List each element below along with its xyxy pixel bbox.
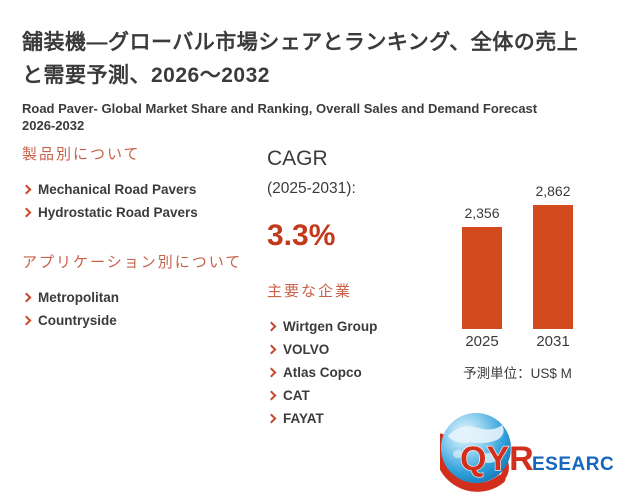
products-section-heading: 製品別について [22, 146, 141, 163]
application-item-label: Metropolitan [38, 290, 119, 305]
cagr-value: 3.3% [267, 219, 336, 252]
list-item: VOLVO [266, 338, 442, 361]
list-item: Atlas Copco [266, 361, 442, 384]
middle-column: CAGR (2025-2031): 3.3% 主要な企業 Wirtgen Gro… [266, 146, 442, 430]
bar-2025 [462, 227, 502, 329]
logo-text-blue: ESEARCH [532, 454, 615, 475]
left-column: 製品別について Mechanical Road Pavers Hydrostat… [21, 146, 252, 332]
product-item-label: Hydrostatic Road Pavers [38, 205, 198, 220]
title-jp-line1: 舗装機—グローバル市場シェアとランキング、全体の売上 [22, 31, 579, 54]
products-list: Mechanical Road Pavers Hydrostatic Road … [21, 178, 252, 224]
chart-x-axis: 2025 2031 [435, 333, 600, 351]
company-item-label: VOLVO [283, 342, 330, 357]
cagr-label: CAGR [267, 147, 328, 170]
globe-icon: QYR ESEARCH [440, 413, 615, 492]
list-item: Hydrostatic Road Pavers [21, 201, 252, 224]
bar-2031 [533, 205, 573, 329]
bullet-chevron-icon [266, 367, 277, 378]
companies-list: Wirtgen Group VOLVO Atlas Copco CAT FAYA… [266, 315, 442, 430]
page-title-english: Road Paver- Global Market Share and Rank… [22, 100, 612, 134]
chart-plot-area: 2,356 2,862 [435, 180, 600, 329]
bar-value-label: 2,356 [464, 205, 500, 221]
bullet-chevron-icon [21, 207, 32, 218]
list-item: Mechanical Road Pavers [21, 178, 252, 201]
company-item-label: CAT [283, 388, 310, 403]
bar-value-label: 2,862 [535, 183, 571, 199]
bullet-chevron-icon [21, 184, 32, 195]
list-item: Countryside [21, 309, 252, 332]
title-en-line1: Road Paver- Global Market Share and Rank… [22, 101, 538, 116]
x-axis-tick-label: 2025 [465, 333, 499, 350]
bar-group-2031: 2,862 [533, 183, 573, 329]
applications-list: Metropolitan Countryside [21, 286, 252, 332]
qyresearch-logo: QYR ESEARCH [440, 404, 615, 492]
list-item: FAYAT [266, 407, 442, 430]
applications-section-heading: アプリケーション別について [22, 254, 243, 271]
list-item: CAT [266, 384, 442, 407]
bullet-chevron-icon [266, 413, 277, 424]
companies-section-heading: 主要な企業 [267, 283, 353, 300]
cagr-period: (2025-2031): [267, 180, 356, 197]
bullet-chevron-icon [266, 321, 277, 332]
company-item-label: Wirtgen Group [283, 319, 378, 334]
page-title-japanese: 舗装機—グローバル市場シェアとランキング、全体の売上 と需要予測、2026～20… [22, 26, 612, 92]
application-item-label: Countryside [38, 313, 117, 328]
list-item: Metropolitan [21, 286, 252, 309]
chart-unit-note: 予測単位：US$ M [463, 366, 572, 381]
title-jp-line2: と需要予測、2026～2032 [22, 64, 270, 87]
company-item-label: FAYAT [283, 411, 324, 426]
list-item: Wirtgen Group [266, 315, 442, 338]
logo-text-red: QYR [460, 440, 534, 478]
bullet-chevron-icon [21, 315, 32, 326]
product-item-label: Mechanical Road Pavers [38, 182, 197, 197]
sales-forecast-bar-chart: 2,356 2,862 2025 2031 予測単位：US$ M [435, 180, 600, 382]
bullet-chevron-icon [21, 292, 32, 303]
company-item-label: Atlas Copco [283, 365, 362, 380]
bar-group-2025: 2,356 [462, 205, 502, 329]
x-axis-tick-label: 2031 [536, 333, 570, 350]
bullet-chevron-icon [266, 390, 277, 401]
title-en-line2: 2026-2032 [22, 118, 85, 133]
bullet-chevron-icon [266, 344, 277, 355]
